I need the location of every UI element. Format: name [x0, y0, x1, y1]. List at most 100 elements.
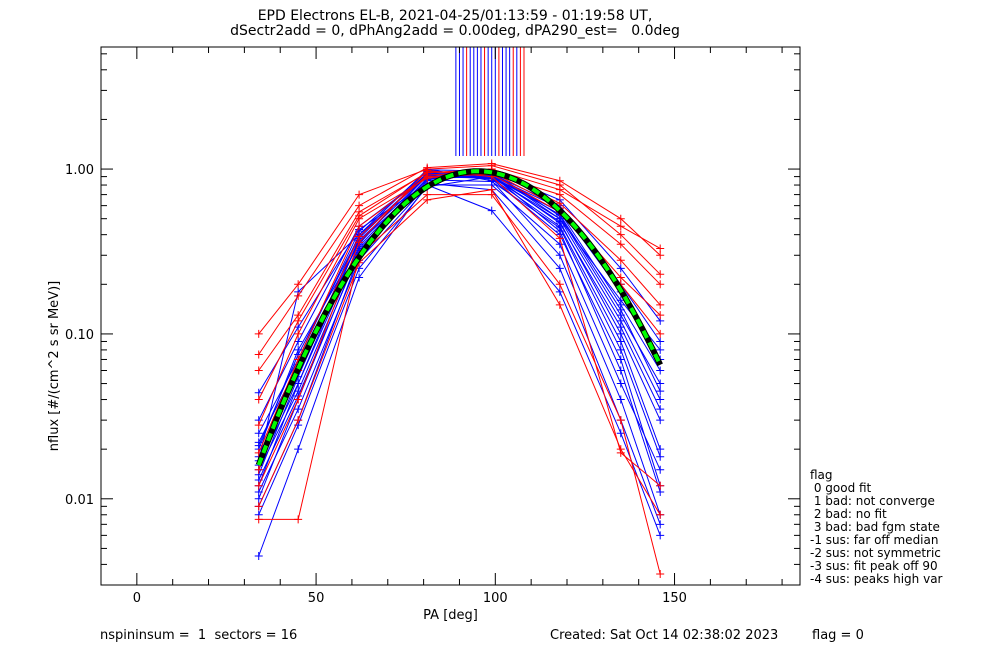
data-point — [616, 366, 625, 375]
data-point — [254, 465, 263, 474]
axes-layer: 0 50 100 150 0.01 0.10 1.00 PA [deg] nflux [#/(c… — [47, 46, 801, 623]
data-point — [294, 291, 303, 300]
series-line-18 — [258, 165, 661, 335]
series-line-2 — [258, 172, 661, 507]
data-point — [616, 416, 625, 425]
data-point — [616, 264, 625, 273]
x-tick-label: 150 — [662, 591, 687, 606]
data-point — [254, 481, 263, 490]
legend-item-7: -4 sus: peaks high var — [810, 572, 943, 586]
data-point — [555, 300, 564, 309]
data-point — [555, 234, 564, 243]
data-point — [656, 337, 665, 346]
data-point — [294, 329, 303, 338]
series-line-25 — [258, 189, 661, 516]
data-point — [555, 219, 564, 228]
data-point — [555, 190, 564, 199]
data-point — [616, 256, 625, 265]
data-point — [487, 159, 496, 168]
data-point — [656, 251, 665, 260]
data-point — [254, 494, 263, 503]
y-tick-label: 1.00 — [65, 163, 94, 178]
flag-legend: flag 0 good fit 1 bad: not converge 2 ba… — [810, 469, 942, 586]
data-point — [616, 379, 625, 388]
data-point — [254, 329, 263, 338]
legend-item-3: 3 bad: bad fgm state — [810, 520, 940, 534]
data-point — [254, 515, 263, 524]
data-point — [616, 240, 625, 249]
data-point — [616, 395, 625, 404]
data-point — [656, 481, 665, 490]
data-point — [294, 316, 303, 325]
fit-curve-shadow — [255, 168, 663, 467]
data-point — [423, 171, 432, 180]
data-point — [423, 163, 432, 172]
data-point — [656, 387, 665, 396]
x-axis-label: PA [deg] — [423, 608, 478, 623]
x-tick-label: 100 — [483, 591, 508, 606]
data-point — [656, 244, 665, 253]
data-point — [487, 206, 496, 215]
data-point — [254, 551, 263, 560]
data-point — [423, 195, 432, 204]
data-point — [616, 305, 625, 314]
data-point — [616, 214, 625, 223]
data-point — [656, 345, 665, 354]
data-point — [616, 345, 625, 354]
data-point — [656, 395, 665, 404]
footer-created: Created: Sat Oct 14 02:38:02 2023 — [550, 628, 779, 643]
legend-item-1: 1 bad: not converge — [810, 494, 935, 508]
data-point — [254, 388, 263, 397]
data-point — [555, 264, 564, 273]
data-point — [616, 337, 625, 346]
series-line-7 — [258, 176, 661, 516]
x-tick-label: 50 — [308, 591, 325, 606]
series-line-21 — [258, 173, 661, 453]
data-point — [355, 273, 364, 282]
data-point — [355, 201, 364, 210]
data-point — [616, 323, 625, 332]
data-point — [254, 502, 263, 511]
legend-item-0: 0 good fit — [810, 481, 872, 495]
legend-title: flag — [810, 468, 833, 482]
plot-frame — [100, 46, 801, 586]
data-point — [656, 329, 665, 338]
data-point — [294, 515, 303, 524]
data-point — [656, 270, 665, 279]
data-point — [254, 429, 263, 438]
data-point — [555, 280, 564, 289]
series-line-17 — [258, 172, 661, 446]
data-point — [656, 520, 665, 529]
chart-title: EPD Electrons EL-B, 2021-04-25/01:13:59 … — [257, 8, 653, 24]
x-tick-label: 0 — [133, 591, 141, 606]
series-line-22 — [258, 169, 661, 426]
data-point — [656, 510, 665, 519]
fit-curve — [256, 169, 663, 466]
data-point — [294, 416, 303, 425]
data-point — [616, 230, 625, 239]
legend-item-4: -1 sus: far off median — [810, 533, 939, 547]
data-point — [555, 176, 564, 185]
series-line-6 — [258, 184, 661, 493]
data-point — [294, 337, 303, 346]
data-point — [555, 251, 564, 260]
y-axis-label: nflux [#/(cm^2 s sr MeV)] — [47, 281, 62, 451]
data-point — [656, 452, 665, 461]
data-point — [616, 355, 625, 364]
data-point — [254, 421, 263, 430]
footer-sector-info: nspininsum = 1 sectors = 16 — [100, 628, 298, 643]
data-point — [294, 379, 303, 388]
data-point — [616, 273, 625, 282]
data-point — [656, 311, 665, 320]
data-point — [656, 416, 665, 425]
data-point — [254, 350, 263, 359]
series-line-14 — [258, 184, 661, 557]
data-point — [294, 395, 303, 404]
y-tick-label: 0.10 — [65, 328, 94, 343]
data-point — [616, 222, 625, 231]
data-point — [656, 366, 665, 375]
legend-item-6: -3 sus: fit peak off 90 — [810, 559, 938, 573]
footer-flag: flag = 0 — [812, 628, 864, 643]
series-line-27 — [258, 163, 661, 355]
